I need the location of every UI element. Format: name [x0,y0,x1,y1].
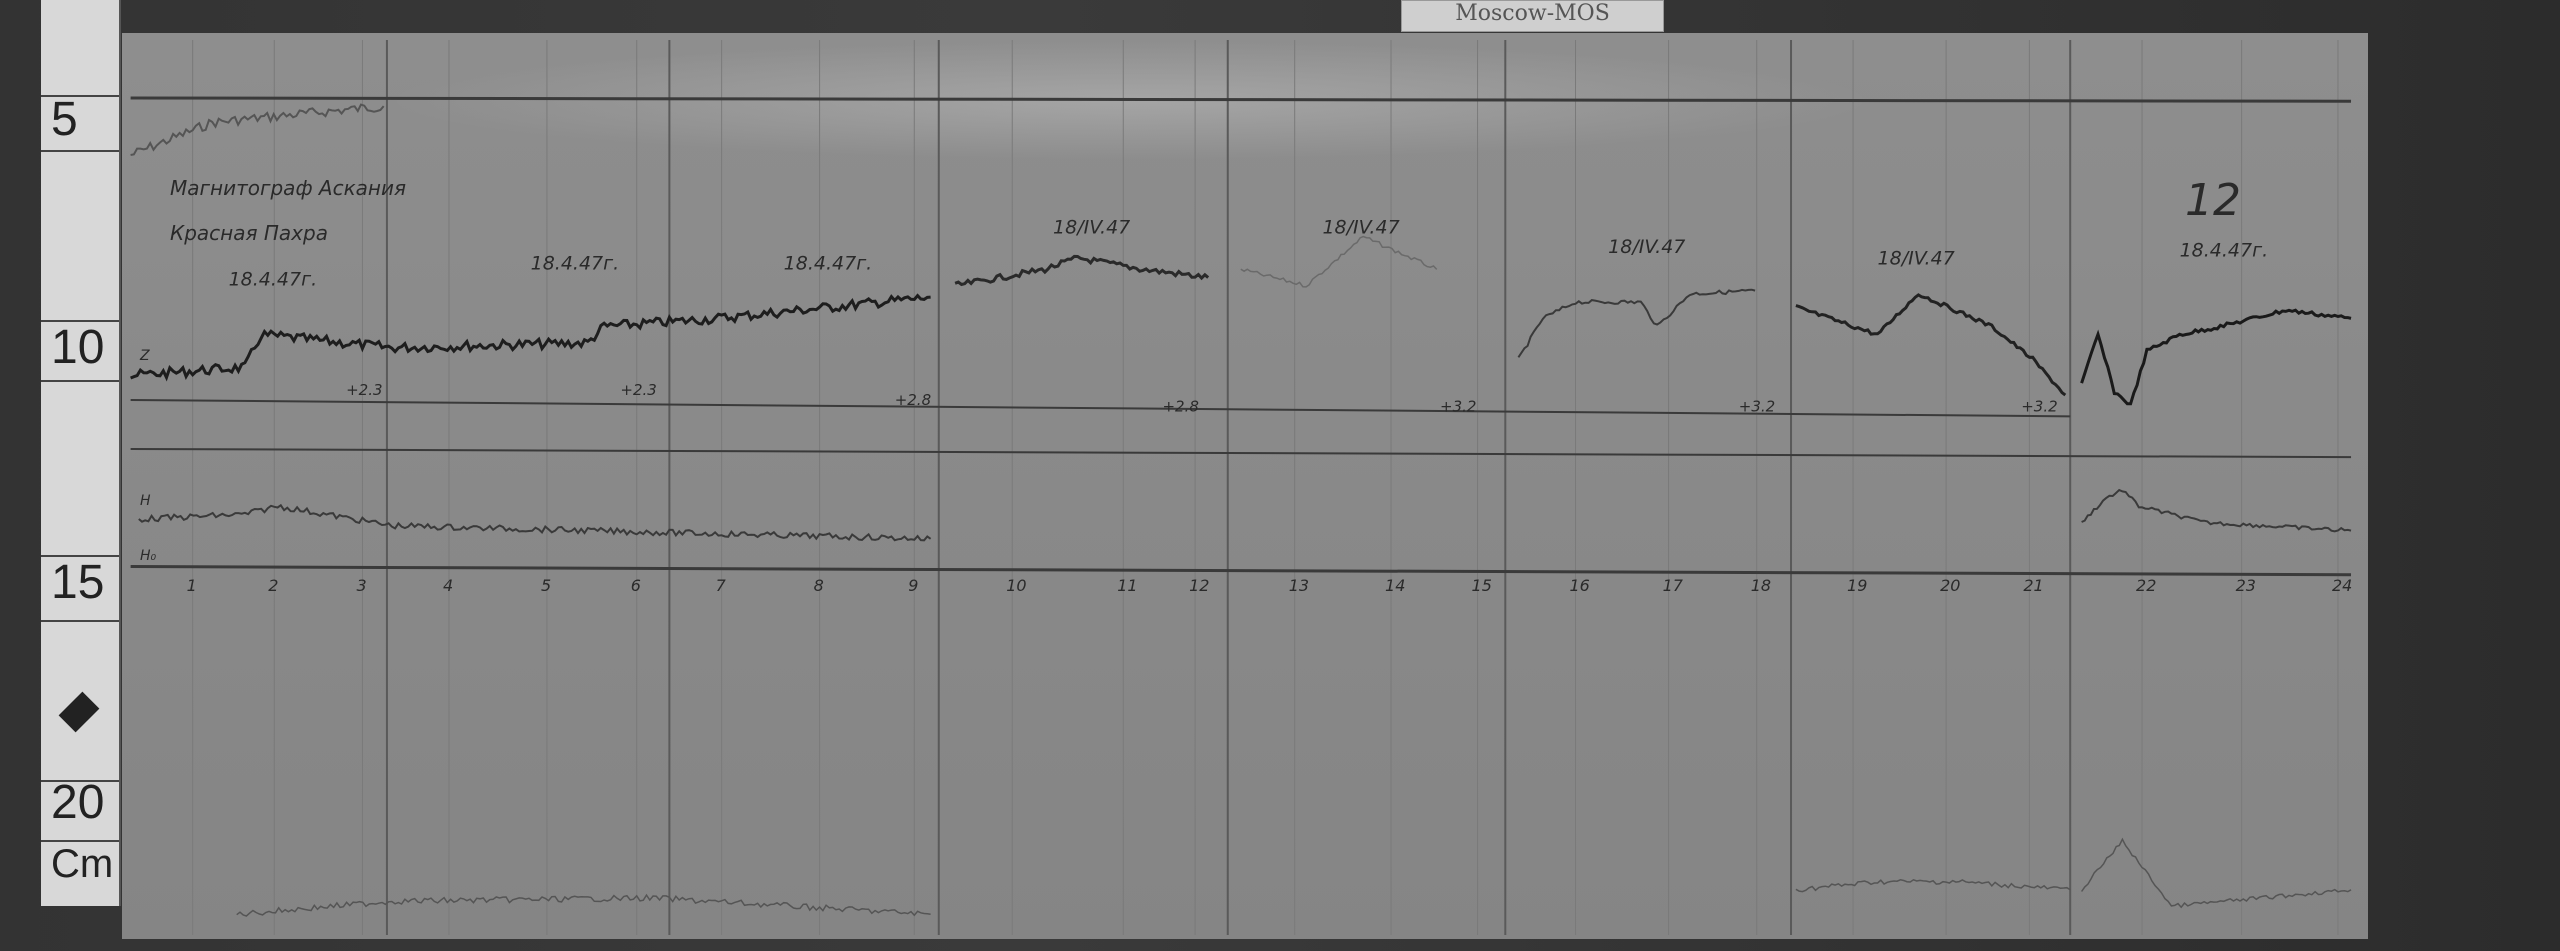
h-trace [2081,488,2352,533]
label-h: H [140,493,151,509]
reference-line [130,447,2352,459]
bottom-trace [236,893,931,917]
date-label: 18.4.47г. [531,252,620,274]
z-trace [2080,308,2352,406]
instrument-note: Магнитограф Аскания [170,176,406,200]
date-label: 18/IV.47 [1878,247,1955,269]
hour-label: 15 [1472,576,1492,595]
bottom-trace [2080,837,2352,909]
hour-label: 23 [2236,576,2256,595]
hour-label: 6 [631,576,641,595]
z-trace-faint [1240,235,1438,288]
z-trace-upper [130,103,385,156]
baseline-value: +3.2 [2021,397,2057,415]
station-tag: Moscow-MOS [1401,0,1664,32]
hour-label: 10 [1006,576,1026,595]
reference-line [130,96,2352,103]
ruler-mark-5: 5 [51,93,78,146]
baseline-value: +2.8 [895,391,931,409]
hour-label: 4 [443,576,453,595]
hour-label: 1 [187,576,197,595]
date-label: 18/IV.47 [1322,216,1399,238]
hour-label: 3 [356,576,366,595]
baseline-value: +2.3 [620,381,656,399]
hour-label: 7 [716,576,727,595]
ruler-mark-20: 20 [51,776,105,829]
z-trace [1795,293,2067,397]
hour-label: 22 [2136,576,2156,595]
hour-label: 13 [1289,576,1309,595]
date-label: 18.4.47г. [229,269,318,291]
label-z: Z [139,348,150,364]
baseline-value: +3.2 [1739,397,1775,415]
reference-line [130,565,2352,577]
hour-label: 16 [1570,576,1590,595]
z-trace [954,254,1210,287]
scale-ruler: 5 10 15 20 Cm [41,0,121,906]
hour-label: 9 [908,576,918,595]
label-h0: H₀ [140,548,157,564]
z-trace [1517,288,1756,358]
hour-label: 20 [1940,576,1960,595]
hour-label: 2 [268,576,278,595]
hour-label: 17 [1663,576,1684,595]
date-label: 18.4.47г. [2180,239,2269,261]
baseline-value: +2.8 [1162,397,1198,415]
date-label: 18.4.47г. [784,252,873,274]
date-label: 18/IV.47 [1608,236,1685,258]
z-trace [130,293,931,382]
baseline-value: +2.3 [346,381,382,399]
magnetogram-paper [122,33,2368,939]
hour-label: 18 [1751,576,1771,595]
panel-number: 12 [2185,175,2241,226]
ruler-mark-15: 15 [51,556,105,609]
reference-line [130,399,2071,418]
ruler-mark-10: 10 [51,321,105,374]
hour-label: 21 [2023,576,2043,595]
hour-label: 24 [2332,576,2352,595]
ruler-unit: Cm [51,842,114,886]
date-label: 18/IV.47 [1053,216,1130,238]
h-trace [138,503,932,542]
hour-label: 8 [814,576,824,595]
hour-label: 5 [541,576,551,595]
location-note: Красная Пахра [170,221,328,245]
hour-label: 11 [1117,576,1137,595]
hour-label: 14 [1385,576,1405,595]
baseline-value: +3.2 [1440,397,1476,415]
bottom-trace [1795,878,2071,893]
hour-label: 12 [1189,576,1209,595]
hour-label: 19 [1847,576,1867,595]
